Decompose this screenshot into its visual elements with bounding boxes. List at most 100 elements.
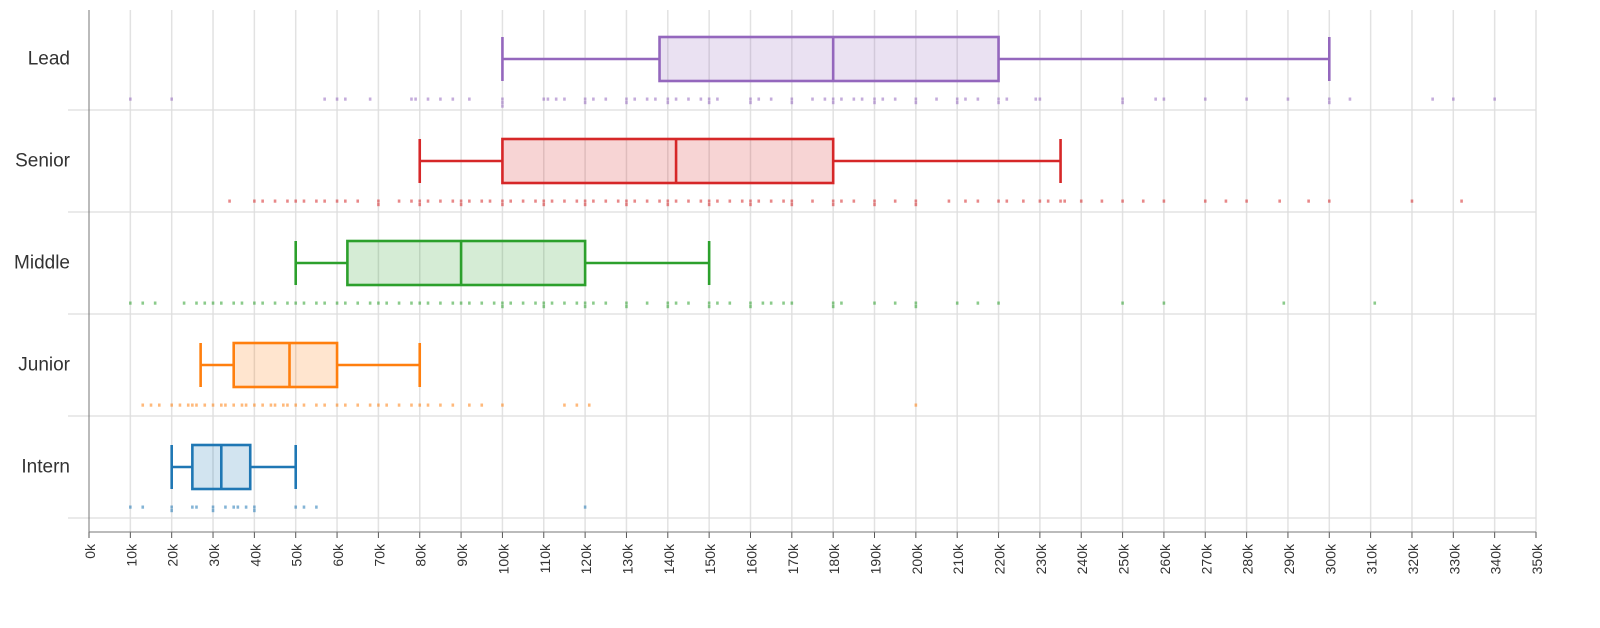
data-point: [914, 301, 918, 305]
data-point: [534, 301, 537, 305]
data-point: [501, 203, 504, 207]
data-point: [273, 301, 277, 305]
data-point: [335, 403, 339, 407]
data-point: [893, 199, 897, 203]
data-point: [315, 301, 318, 305]
data-point: [253, 199, 256, 203]
grid-layer: [68, 10, 1537, 532]
data-point: [583, 203, 587, 207]
data-point: [790, 199, 794, 203]
data-point: [344, 97, 347, 101]
data-point: [1100, 199, 1104, 203]
data-point: [749, 203, 752, 207]
data-point: [645, 301, 649, 305]
data-point: [410, 403, 413, 407]
data-point: [195, 505, 198, 509]
data-point: [129, 505, 132, 509]
data-point: [914, 101, 918, 105]
data-point: [323, 199, 326, 203]
data-point: [575, 199, 579, 203]
data-point: [203, 301, 207, 305]
data-point: [170, 403, 173, 407]
x-tick-label: 110k: [537, 543, 553, 573]
data-point: [716, 301, 719, 305]
data-point: [976, 97, 980, 101]
data-point: [323, 403, 326, 407]
data-point: [1493, 97, 1496, 101]
data-point: [831, 97, 835, 101]
data-point: [674, 199, 678, 203]
data-point: [1431, 97, 1434, 101]
data-point: [368, 403, 372, 407]
data-point: [976, 199, 980, 203]
data-point: [831, 101, 835, 105]
data-point: [563, 403, 566, 407]
data-point: [302, 199, 306, 203]
data-point: [468, 97, 471, 101]
data-point: [860, 97, 864, 101]
box-iqr-lead: [658, 35, 1000, 83]
data-point: [583, 199, 587, 203]
data-point: [501, 301, 504, 305]
data-point: [914, 199, 918, 203]
x-tick-label: 240k: [1074, 543, 1090, 574]
data-point: [840, 301, 843, 305]
data-point: [191, 403, 194, 407]
data-point: [666, 305, 670, 309]
data-point: [550, 199, 554, 203]
data-point: [410, 97, 413, 101]
data-point: [592, 301, 595, 305]
data-point: [261, 301, 264, 305]
data-point: [873, 203, 876, 207]
data-point: [397, 403, 401, 407]
data-point: [707, 101, 711, 105]
data-point: [964, 97, 967, 101]
x-tick-label: 280k: [1240, 543, 1256, 574]
data-point: [563, 97, 566, 101]
data-point: [170, 509, 173, 513]
data-point: [377, 403, 380, 407]
x-tick-label: 230k: [1033, 543, 1049, 574]
data-point: [1162, 199, 1166, 203]
data-point: [418, 203, 422, 207]
box-layer: [170, 35, 1331, 491]
box-iqr-junior: [232, 341, 339, 389]
x-tick-label: 10k: [123, 543, 139, 567]
data-point: [583, 101, 587, 105]
data-point: [211, 505, 215, 509]
data-point: [488, 199, 492, 203]
data-point: [480, 403, 484, 407]
data-point: [501, 101, 504, 105]
data-point: [426, 301, 430, 305]
data-point: [282, 403, 285, 407]
data-point: [604, 199, 608, 203]
data-point: [592, 199, 595, 203]
data-point: [997, 199, 1000, 203]
data-point: [658, 199, 661, 203]
data-point: [1327, 97, 1331, 101]
data-point: [645, 97, 649, 101]
data-point: [418, 199, 422, 203]
data-point: [707, 305, 711, 309]
box-iqr-senior: [501, 137, 835, 185]
data-point: [840, 199, 843, 203]
data-point: [790, 301, 794, 305]
data-point: [893, 97, 897, 101]
data-point: [666, 97, 670, 101]
data-point: [914, 305, 918, 309]
data-point: [141, 505, 145, 509]
data-point: [769, 301, 773, 305]
x-tick-label: 90k: [454, 543, 470, 567]
data-point: [521, 301, 525, 305]
data-point: [666, 101, 670, 105]
category-label-senior: Senior: [15, 151, 71, 172]
data-point: [439, 301, 442, 305]
data-point: [385, 403, 388, 407]
data-point: [232, 301, 235, 305]
data-point: [563, 301, 566, 305]
data-point: [1245, 199, 1248, 203]
data-point: [191, 505, 194, 509]
data-point: [674, 301, 678, 305]
data-point: [273, 403, 277, 407]
category-label-intern: Intern: [21, 457, 70, 478]
